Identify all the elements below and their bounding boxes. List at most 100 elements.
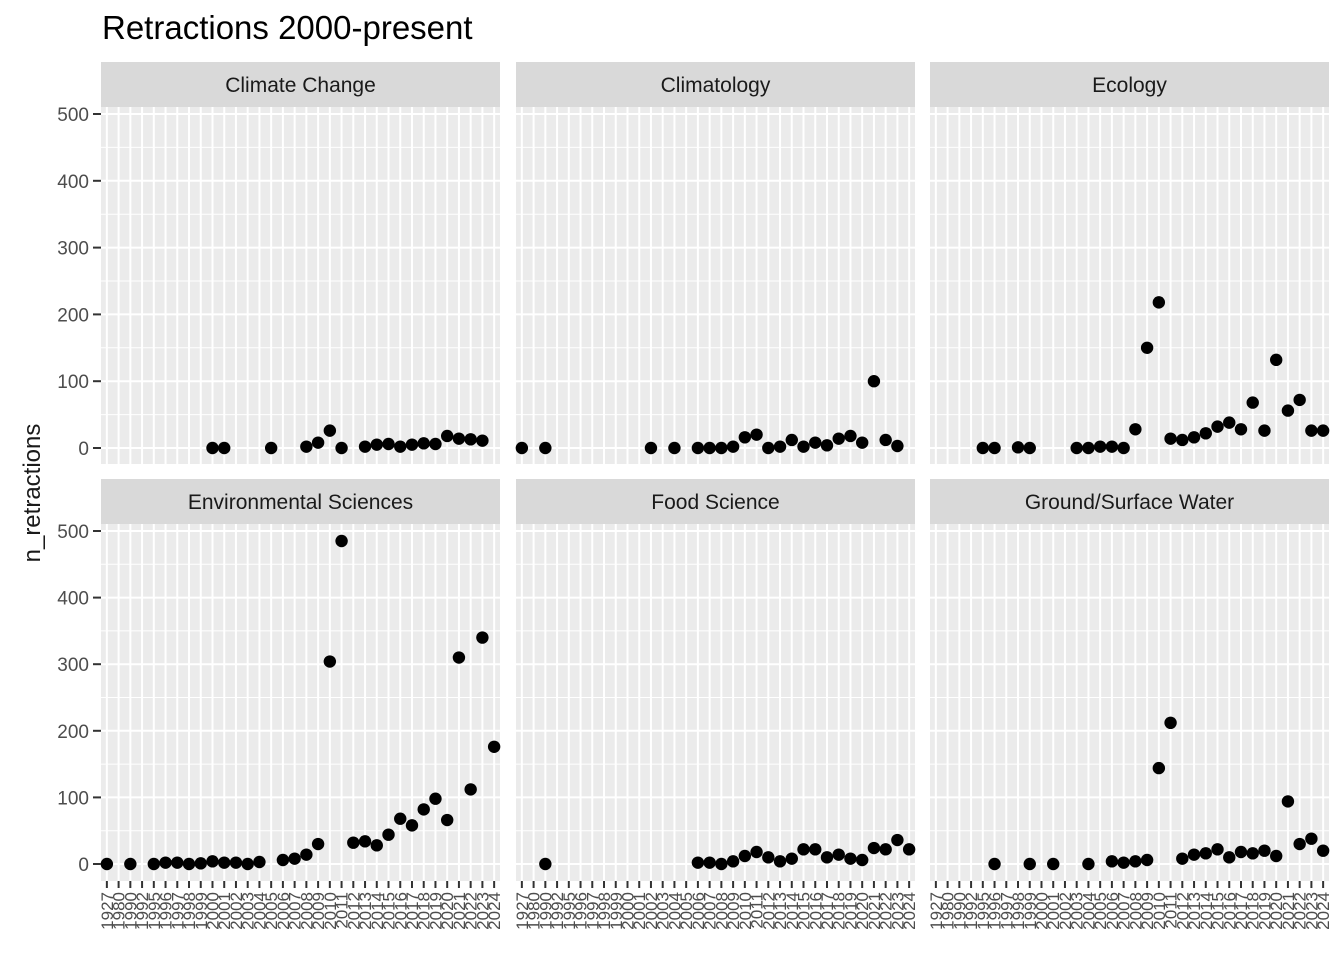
data-point — [440, 813, 454, 827]
x-tick-label: 1927 — [513, 892, 532, 930]
facet-strip — [101, 479, 500, 524]
data-point — [100, 857, 114, 871]
x-tick-label: 1995 — [560, 892, 579, 930]
x-tick-label: 1990 — [121, 892, 140, 930]
x-tick-label: 2002 — [1056, 892, 1075, 930]
y-tick-label: 300 — [57, 655, 89, 676]
facet-strip-label: Climate Change — [225, 74, 376, 97]
data-point — [1082, 441, 1095, 455]
data-point — [1164, 432, 1177, 445]
data-point — [902, 843, 916, 856]
panel-background — [516, 107, 915, 464]
data-point — [1269, 849, 1283, 863]
x-tick-label: 2013 — [356, 892, 375, 930]
data-point — [159, 856, 172, 869]
x-tick-label: 1980 — [110, 892, 129, 930]
data-point — [229, 856, 243, 869]
data-point — [1269, 353, 1283, 367]
data-point — [452, 651, 466, 664]
x-tick-label: 2014 — [368, 892, 387, 930]
x-tick-label: 1990 — [950, 892, 969, 930]
x-tick-label: 2005 — [677, 892, 696, 930]
x-tick-label: 2000 — [1032, 892, 1051, 930]
x-tick-label: 1990 — [536, 892, 555, 930]
x-tick-label: 2016 — [1220, 892, 1239, 930]
x-tick-label: 2024 — [900, 892, 919, 930]
data-point — [1211, 420, 1224, 433]
x-tick-label: 2011 — [1162, 892, 1181, 929]
data-point — [147, 857, 161, 871]
data-point — [1199, 847, 1212, 860]
x-tick-label: 2004 — [1079, 892, 1098, 930]
x-tick-label: 2018 — [830, 892, 849, 930]
data-point — [429, 437, 442, 451]
data-point — [715, 857, 728, 871]
data-point — [762, 441, 775, 455]
data-point — [1258, 424, 1271, 437]
x-tick-label: 1998 — [595, 892, 614, 930]
data-point — [464, 433, 477, 446]
x-tick-label: 2006 — [1103, 892, 1122, 930]
x-tick-label: 2000 — [618, 892, 637, 930]
x-tick-label: 2004 — [250, 892, 269, 930]
x-tick-label: 2024 — [485, 892, 504, 930]
x-tick-label: 2023 — [1302, 892, 1321, 930]
x-tick-label: 2014 — [783, 892, 802, 930]
panel-background — [930, 107, 1329, 464]
data-point — [1117, 441, 1130, 455]
data-point — [323, 424, 337, 437]
facet-strip — [101, 62, 500, 107]
data-point — [405, 819, 419, 832]
data-point — [1234, 423, 1248, 436]
data-point — [1070, 441, 1083, 455]
x-tick-label: 1996 — [157, 892, 176, 930]
data-point — [1105, 440, 1119, 453]
x-tick-label: 2005 — [262, 892, 281, 930]
data-point — [1140, 853, 1154, 867]
data-point — [171, 856, 184, 869]
x-tick-label: 2016 — [806, 892, 825, 930]
data-point — [1047, 857, 1060, 871]
data-point — [182, 857, 196, 871]
data-point — [691, 441, 705, 455]
y-tick-label: 100 — [57, 372, 89, 393]
data-point — [1293, 837, 1306, 851]
data-point — [194, 857, 207, 870]
x-tick-label: 1992 — [548, 892, 567, 930]
y-tick-label: 500 — [57, 105, 89, 126]
data-point — [1305, 832, 1318, 845]
x-tick-label: 2005 — [1091, 892, 1110, 930]
data-point — [539, 441, 552, 455]
data-point — [785, 852, 798, 865]
panels-group: Climate Change 0 100 200 300 400 500 Climatolog… — [57, 62, 1333, 930]
x-tick-label: 2006 — [689, 892, 708, 930]
data-point — [1316, 424, 1330, 437]
x-tick-label: 2013 — [1185, 892, 1204, 930]
data-point — [394, 812, 407, 825]
data-point — [515, 441, 529, 455]
data-point — [715, 441, 728, 455]
data-point — [1105, 855, 1119, 868]
data-point — [988, 857, 1001, 871]
chart-title: Retractions 2000-present — [102, 9, 473, 46]
facet-strip-label: Climatology — [661, 74, 771, 97]
data-point — [358, 835, 372, 848]
data-point — [1246, 847, 1259, 860]
facet-strip-label: Food Science — [651, 491, 779, 514]
x-tick-label: 2016 — [391, 892, 410, 930]
x-tick-label: 2009 — [1138, 892, 1157, 930]
data-point — [218, 441, 231, 455]
data-point — [539, 857, 552, 871]
x-tick-label: 1992 — [133, 892, 152, 930]
data-point — [206, 855, 219, 868]
x-tick-label: 2022 — [462, 892, 481, 930]
x-tick-label: 2021 — [1279, 892, 1298, 930]
x-tick-label: 1996 — [986, 892, 1005, 930]
data-point — [773, 855, 787, 868]
x-tick-label: 1992 — [962, 892, 981, 930]
data-point — [785, 433, 798, 447]
y-tick-label: 100 — [57, 788, 89, 809]
data-point — [1093, 440, 1107, 453]
data-point — [382, 828, 395, 841]
